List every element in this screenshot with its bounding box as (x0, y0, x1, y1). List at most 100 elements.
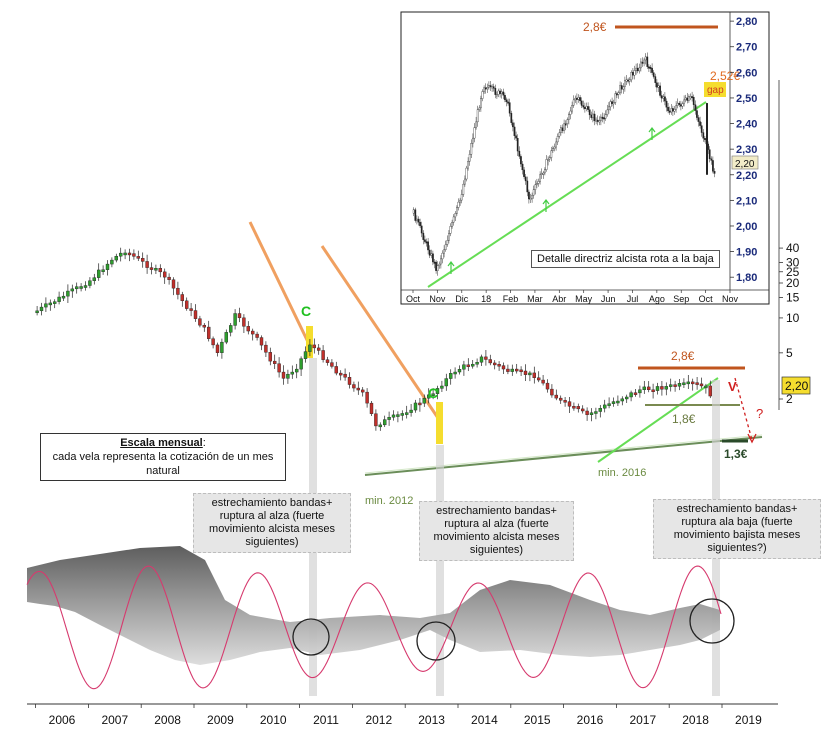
inset-x-axis-label: Mar (527, 294, 543, 304)
inset-x-axis: Oct Nov Dic 18 Feb Mar Abr May Jun Jul Ago Sep Oct No… (406, 290, 739, 304)
inset-candle (630, 72, 633, 81)
inset-candle (504, 95, 506, 100)
inset-candle (436, 265, 439, 271)
inset-candle (697, 117, 700, 122)
inset-candle (518, 150, 521, 157)
level-1-8-label: 1,8€ (672, 412, 696, 426)
bull-candle (625, 396, 629, 400)
inset-x-axis-label: May (575, 294, 593, 304)
inset-candle (459, 199, 461, 203)
long-term-support-line (364, 436, 763, 476)
inset-candle (616, 93, 618, 96)
bull-candle (664, 386, 668, 390)
bear-candle (255, 333, 259, 338)
bear-candle (281, 371, 286, 379)
oscillator-line (26, 565, 722, 690)
inset-candle (540, 173, 543, 175)
inset-candle (435, 261, 437, 271)
bull-candle (413, 402, 418, 411)
inset-candle (640, 61, 642, 69)
bear-candle (264, 344, 268, 353)
inset-candle (555, 141, 557, 148)
inset-candle (603, 117, 605, 120)
inset-candle (691, 96, 693, 99)
inset-x-axis-label: Oct (699, 294, 714, 304)
inset-candle (574, 97, 577, 101)
inset-candle (430, 253, 433, 256)
inset-y-axis: 2,80 2,70 2,60 2,50 2,40 2,30 2,20 2,10 2,00 1,90… (730, 16, 757, 284)
bull-candle (290, 371, 294, 375)
bear-candle (184, 300, 189, 309)
inset-candle (667, 107, 669, 112)
bull-candle (642, 386, 646, 390)
inset-candle (712, 160, 714, 172)
bull-candle (475, 361, 479, 365)
bull-candle (70, 288, 75, 292)
bull-candle (655, 386, 660, 391)
projection-arrowhead (747, 433, 757, 444)
inset-candle (444, 244, 447, 250)
bull-candle (35, 310, 39, 314)
bear-candle (317, 347, 321, 351)
inset-candle (542, 172, 545, 175)
inset-y-axis-label: 2,60 (736, 67, 757, 79)
main-y-axis-label: 2 (786, 392, 793, 406)
inset-candle (550, 150, 553, 158)
bear-candle (237, 313, 242, 319)
inset-candle (529, 198, 532, 200)
inset-candle (688, 96, 690, 101)
indicator-panel (26, 546, 735, 690)
x-axis-year-label: 2015 (524, 713, 551, 727)
x-axis-year-label: 2019 (735, 713, 762, 727)
bull-candle (88, 280, 92, 286)
inset-candle (694, 104, 697, 111)
main-y-axis-label: 25 (786, 265, 800, 279)
inset-candle (571, 105, 573, 112)
inset-candle (515, 135, 517, 139)
inset-candle (636, 67, 639, 72)
bear-candle (651, 389, 655, 393)
inset-candle (585, 106, 588, 110)
bull-candle (686, 381, 690, 385)
inset-candle (670, 108, 673, 113)
inset-candle (425, 241, 428, 244)
bear-candle (660, 386, 664, 390)
bear-candle (699, 383, 704, 387)
inset-candle (524, 176, 527, 182)
question-mark: ? (756, 406, 763, 421)
bear-candle (361, 389, 365, 393)
current-price-tag (781, 376, 811, 395)
inset-candle (635, 67, 637, 71)
inset-candle (564, 123, 567, 126)
bear-candle (145, 261, 149, 268)
inset-candle (710, 158, 713, 161)
bull-candle (704, 385, 708, 389)
bull-candle (669, 384, 673, 387)
inset-candle (552, 148, 554, 151)
inset-candle (513, 126, 516, 136)
up-arrow-icon (648, 127, 656, 140)
bear-candle (554, 394, 558, 399)
bear-candle (515, 368, 519, 372)
x-axis-year-label: 2016 (577, 713, 604, 727)
bear-candle (202, 324, 207, 328)
bear-candle (497, 364, 501, 367)
bear-candle (365, 391, 369, 404)
inset-candle (668, 110, 671, 113)
inset-candle (510, 113, 513, 123)
inset-y-axis-label: 2,40 (736, 119, 757, 131)
inset-candle (681, 103, 684, 107)
x-axis: 2006 2007 2008 2009 2010 2011 2012 2013 2014 2015… (35, 704, 762, 727)
x-axis-year-label: 2006 (49, 713, 76, 727)
inset-candle (601, 116, 604, 119)
bear-candle (374, 413, 378, 427)
highlight-column-2013 (436, 445, 444, 696)
inset-candle (558, 132, 561, 137)
inset-y-axis-label: 2,20 (736, 170, 757, 182)
inset-candle (500, 91, 503, 94)
bear-candle (176, 287, 180, 295)
inset-x-axis-label: Nov (722, 294, 739, 304)
bull-candle (114, 255, 119, 261)
bear-candle (132, 253, 136, 257)
bull-candle (295, 368, 299, 373)
